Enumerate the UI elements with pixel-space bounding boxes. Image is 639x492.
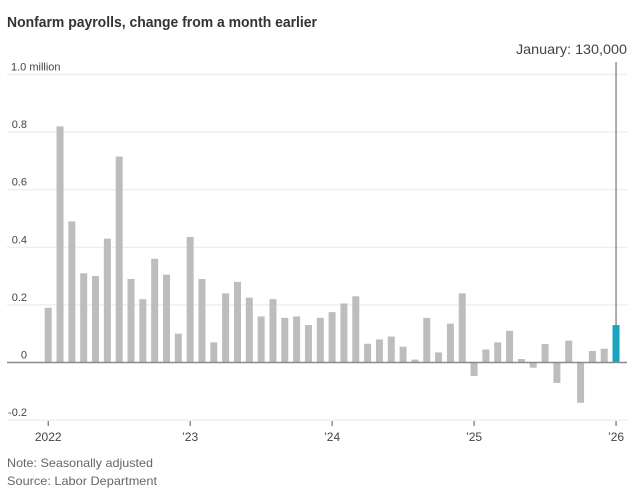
bar — [56, 126, 64, 363]
y-tick-label: 0 — [21, 350, 27, 362]
bar — [577, 362, 585, 403]
bar — [44, 307, 52, 363]
y-tick-label: 1.0 million — [11, 62, 61, 74]
x-tick-label: 2022 — [35, 430, 62, 444]
bars — [44, 126, 620, 403]
bar — [210, 342, 218, 363]
bar — [470, 362, 478, 377]
bar — [139, 299, 147, 363]
bar — [375, 339, 383, 363]
bar — [68, 221, 76, 363]
bar — [127, 278, 135, 363]
source-text: Source: Labor Department — [7, 474, 158, 488]
bar — [458, 293, 466, 363]
bar — [103, 238, 111, 363]
bar — [482, 349, 490, 363]
bar — [387, 336, 395, 363]
bar — [281, 317, 289, 363]
bar — [304, 325, 312, 363]
bar — [245, 297, 253, 363]
bar — [399, 346, 407, 363]
bar — [92, 276, 100, 363]
annotation: January: 130,000 — [516, 41, 627, 326]
bar — [198, 278, 206, 363]
y-tick-label: 0.4 — [12, 234, 27, 246]
bar — [529, 362, 537, 368]
note-text: Note: Seasonally adjusted — [7, 456, 153, 470]
bar — [411, 359, 419, 363]
x-tick-label: ’25 — [466, 430, 482, 444]
bar — [553, 362, 561, 383]
bar — [352, 296, 360, 363]
chart-title: Nonfarm payrolls, change from a month ea… — [7, 15, 317, 31]
bar — [588, 350, 596, 363]
y-tick-label: 0.2 — [12, 292, 27, 304]
bar — [257, 316, 265, 363]
bar — [316, 317, 324, 363]
bar — [494, 342, 502, 363]
bar — [541, 344, 549, 363]
bar — [151, 258, 159, 363]
bar — [423, 317, 431, 363]
bar — [80, 273, 88, 363]
annotation-label: January: 130,000 — [516, 41, 627, 57]
bar — [233, 281, 241, 363]
bar — [565, 340, 573, 363]
bar — [435, 352, 443, 363]
bar — [506, 330, 514, 363]
bar — [115, 156, 123, 363]
y-tick-label: 0.6 — [12, 177, 27, 189]
x-axis: 2022 ’23 ’24 ’25 ’26 — [35, 421, 624, 444]
x-tick-label: ’26 — [608, 430, 624, 444]
y-tick-label: -0.2 — [8, 407, 27, 419]
gridlines — [7, 73, 627, 421]
bar — [163, 274, 170, 363]
bar-highlight — [612, 325, 620, 363]
y-tick-label: 0.8 — [12, 119, 27, 131]
bar — [293, 316, 301, 363]
x-tick-label: ’23 — [182, 430, 198, 444]
bar — [600, 348, 608, 363]
bar — [222, 293, 230, 363]
x-tick-label: ’24 — [324, 430, 340, 444]
bar — [446, 323, 454, 363]
bar — [186, 236, 194, 363]
bar — [340, 303, 348, 363]
bar — [174, 333, 182, 363]
bar — [364, 343, 372, 363]
bar — [517, 359, 525, 363]
y-axis-labels: 1.0 million 0.8 0.6 0.4 0.2 0 -0.2 — [8, 62, 61, 420]
bar — [269, 299, 277, 363]
bar — [328, 312, 336, 363]
